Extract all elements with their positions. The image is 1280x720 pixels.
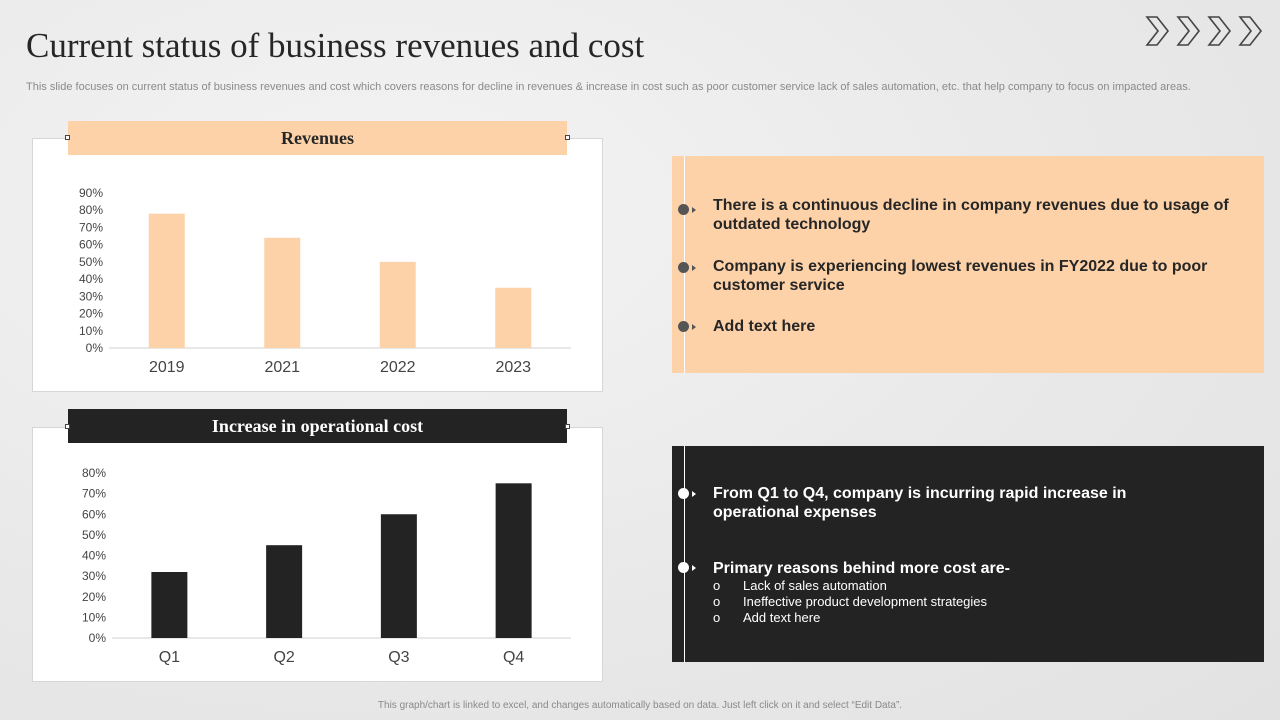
- sub-bullet-marker: o: [713, 578, 721, 593]
- revenue-bullet-3: Add text here: [713, 318, 816, 335]
- y-tick-label: 10%: [79, 324, 103, 338]
- y-tick-label: 20%: [79, 307, 103, 321]
- y-tick-label: 70%: [82, 487, 106, 501]
- x-tick-label: Q1: [159, 649, 180, 666]
- x-tick-label: 2022: [380, 359, 416, 376]
- bullet-dot: [678, 488, 689, 499]
- chevron-right-arrows-icon: [1145, 16, 1263, 46]
- y-tick-label: 30%: [79, 289, 103, 303]
- cost-chart-title: Increase in operational cost: [68, 409, 567, 443]
- bullet-arrow-icon: [692, 265, 696, 271]
- revenues-chart-box: [32, 138, 603, 392]
- y-tick-label: 0%: [89, 631, 107, 645]
- operational-cost-chart[interactable]: 0% 10% 20% 30% 40% 50% 60% 70% 80% Q1 Q2 Q3 Q4: [32, 427, 603, 682]
- y-tick-label: 0%: [86, 341, 104, 355]
- bar[interactable]: [379, 261, 416, 348]
- page-subtitle: This slide focuses on current status of …: [26, 81, 1191, 93]
- cost-sub-item: o Ineffective product development strateg…: [713, 594, 987, 610]
- revenue-bullet-2: Company is experiencing lowest revenues …: [713, 258, 1208, 294]
- revenue-bullet-1: There is a continuous decline in company…: [713, 197, 1229, 233]
- page-title: Current status of business revenues and …: [26, 26, 645, 65]
- y-tick-label: 60%: [82, 507, 106, 521]
- x-tick-label: Q3: [388, 649, 409, 666]
- header-handle-right: [565, 424, 570, 429]
- bar[interactable]: [495, 287, 532, 348]
- bar[interactable]: [151, 572, 188, 638]
- bullet-arrow-icon: [692, 207, 696, 213]
- y-tick-label: 40%: [79, 272, 103, 286]
- bar[interactable]: [380, 514, 417, 638]
- footer-note: This graph/chart is linked to excel, and…: [377, 700, 903, 711]
- x-tick-label: 2019: [149, 359, 185, 376]
- header-handle-right: [565, 135, 570, 140]
- bullet-dot: [678, 262, 689, 273]
- cost-sub-item: o Lack of sales automation: [713, 578, 887, 594]
- bullet-arrow-icon: [692, 324, 696, 330]
- y-tick-label: 20%: [82, 590, 106, 604]
- revenues-chart-title: Revenues: [68, 121, 567, 155]
- bar[interactable]: [264, 237, 301, 348]
- y-tick-label: 40%: [82, 549, 106, 563]
- cost-sub-item-text: Ineffective product development strategi…: [743, 594, 988, 609]
- y-tick-label: 80%: [79, 203, 103, 217]
- y-tick-label: 30%: [82, 569, 106, 583]
- cost-bullet-1: From Q1 to Q4, company is incurring rapi…: [713, 485, 1127, 521]
- cost-sub-item-text: Add text here: [743, 610, 821, 625]
- header-handle-left: [65, 135, 70, 140]
- cost-bullet-2: Primary reasons behind more cost are-: [713, 560, 1010, 577]
- y-tick-label: 50%: [82, 528, 106, 542]
- y-tick-label: 90%: [79, 186, 103, 200]
- bullet-dot: [678, 204, 689, 215]
- cost-sub-item: o Add text here: [713, 610, 820, 626]
- revenues-chart[interactable]: 0% 10% 20% 30% 40% 50% 60% 70% 80% 90% 2019 2021 202…: [32, 138, 603, 392]
- sub-bullet-marker: o: [713, 610, 721, 625]
- bullet-arrow-icon: [692, 491, 696, 497]
- bullet-arrow-icon: [692, 565, 696, 571]
- y-tick-label: 10%: [82, 610, 106, 624]
- bar[interactable]: [148, 213, 185, 348]
- y-tick-label: 70%: [79, 220, 103, 234]
- cost-insights-panel: From Q1 to Q4, company is incurring rapi…: [672, 446, 1264, 662]
- sub-bullet-marker: o: [713, 594, 721, 609]
- y-tick-label: 50%: [79, 255, 103, 269]
- x-tick-label: 2023: [495, 359, 531, 376]
- x-tick-label: Q4: [503, 649, 524, 666]
- x-tick-label: 2021: [264, 359, 300, 376]
- cost-sub-item-text: Lack of sales automation: [743, 578, 887, 593]
- bar[interactable]: [266, 545, 303, 638]
- y-tick-label: 80%: [82, 466, 106, 480]
- panel-divider-line: [684, 446, 685, 662]
- x-tick-label: Q2: [273, 649, 294, 666]
- y-tick-label: 60%: [79, 238, 103, 252]
- bar[interactable]: [495, 483, 532, 638]
- bullet-dot: [678, 562, 689, 573]
- bullet-dot: [678, 321, 689, 332]
- revenues-insights-panel: There is a continuous decline in company…: [672, 156, 1264, 373]
- header-handle-left: [65, 424, 70, 429]
